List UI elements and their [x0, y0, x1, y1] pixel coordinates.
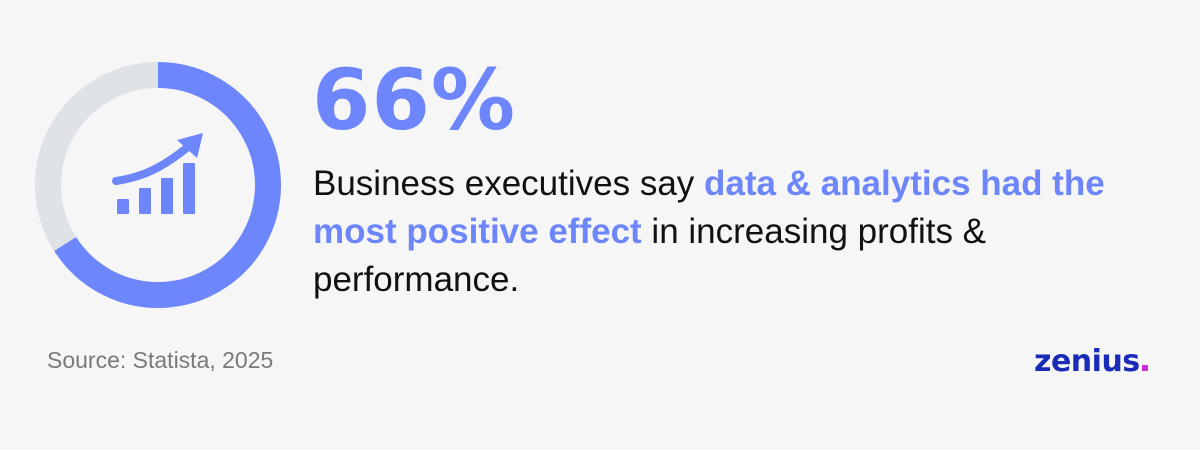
statement-text-after: in increasing profits & performance.	[313, 212, 987, 299]
donut-chart	[35, 62, 281, 308]
icon-bar-2	[139, 188, 151, 214]
icon-arrow-head	[177, 133, 203, 158]
donut-slices	[35, 62, 281, 308]
zenius-logo: zenius	[1034, 342, 1174, 382]
donut-slice-value	[54, 62, 281, 308]
icon-bar-4	[183, 163, 195, 214]
icon-trend-line	[112, 138, 198, 185]
growth-bar-chart-icon	[112, 133, 203, 214]
logo-dot	[1141, 365, 1148, 371]
source-note: Source: Statista, 2025	[47, 347, 274, 373]
logo-wordmark: zenius	[1034, 344, 1140, 379]
statement-highlight: data & analytics had the most positive e…	[313, 164, 1105, 251]
statement-text-before: Business executives say	[313, 164, 705, 203]
statement-text: Business executives say data & analytics…	[313, 160, 1173, 304]
icon-bar-3	[161, 178, 173, 214]
icon-bar-1	[117, 199, 129, 214]
headline-percentage: 66%	[312, 51, 517, 149]
donut-slice-remainder	[35, 62, 159, 251]
